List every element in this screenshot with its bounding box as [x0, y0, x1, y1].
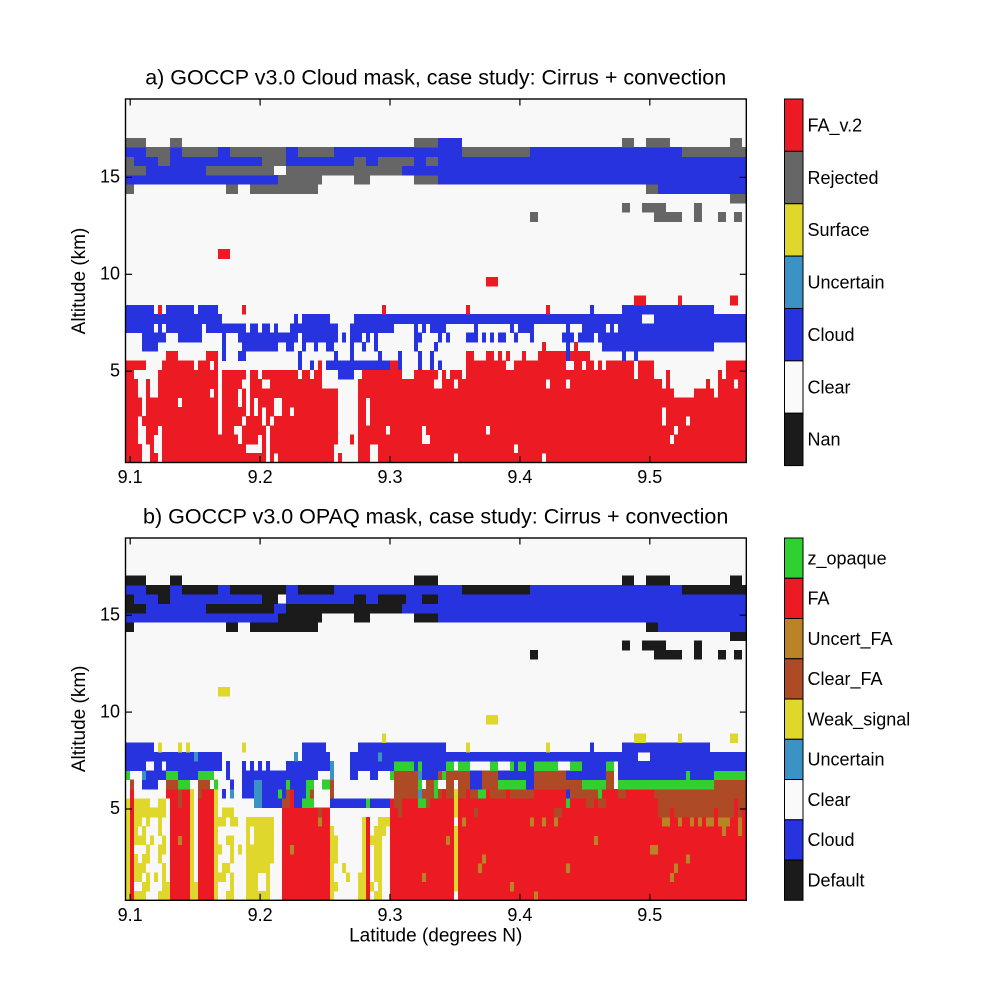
- svg-text:9.1: 9.1: [118, 467, 143, 487]
- svg-text:15: 15: [100, 167, 120, 187]
- svg-text:9.2: 9.2: [248, 467, 273, 487]
- svg-text:Uncertain: Uncertain: [808, 750, 885, 770]
- svg-text:10: 10: [100, 701, 120, 721]
- svg-text:Clear: Clear: [808, 377, 851, 397]
- svg-text:FA: FA: [808, 589, 830, 609]
- svg-text:9.3: 9.3: [377, 467, 402, 487]
- svg-text:10: 10: [100, 264, 120, 284]
- svg-text:FA_v.2: FA_v.2: [808, 116, 863, 137]
- svg-text:Altitude (km): Altitude (km): [69, 228, 90, 335]
- svg-text:b) GOCCP v3.0 OPAQ mask, case: b) GOCCP v3.0 OPAQ mask, case study: Cir…: [143, 505, 728, 529]
- svg-text:Default: Default: [808, 871, 865, 891]
- svg-text:5: 5: [110, 798, 120, 818]
- svg-text:9.4: 9.4: [507, 905, 532, 925]
- svg-text:Cloud: Cloud: [808, 830, 855, 850]
- svg-text:z_opaque: z_opaque: [808, 548, 887, 569]
- svg-text:Cloud: Cloud: [808, 325, 855, 345]
- svg-text:Uncertain: Uncertain: [808, 273, 885, 293]
- svg-text:9.1: 9.1: [118, 905, 143, 925]
- svg-text:Nan: Nan: [808, 430, 841, 450]
- svg-text:Clear_FA: Clear_FA: [808, 669, 883, 690]
- svg-text:Latitude (degrees N): Latitude (degrees N): [349, 926, 522, 947]
- svg-text:Surface: Surface: [808, 220, 870, 240]
- svg-text:9.3: 9.3: [377, 905, 402, 925]
- svg-text:a) GOCCP v3.0 Cloud mask, case: a) GOCCP v3.0 Cloud mask, case study: Ci…: [145, 66, 726, 90]
- svg-text:Rejected: Rejected: [808, 168, 879, 188]
- svg-text:9.5: 9.5: [637, 905, 662, 925]
- svg-text:5: 5: [110, 360, 120, 380]
- svg-text:Altitude (km): Altitude (km): [69, 665, 90, 772]
- svg-text:Clear: Clear: [808, 790, 851, 810]
- svg-text:Weak_signal: Weak_signal: [808, 709, 911, 730]
- svg-text:Uncert_FA: Uncert_FA: [808, 629, 893, 650]
- svg-text:9.5: 9.5: [637, 467, 662, 487]
- svg-text:9.2: 9.2: [248, 905, 273, 925]
- svg-text:9.4: 9.4: [507, 467, 532, 487]
- svg-text:15: 15: [100, 604, 120, 624]
